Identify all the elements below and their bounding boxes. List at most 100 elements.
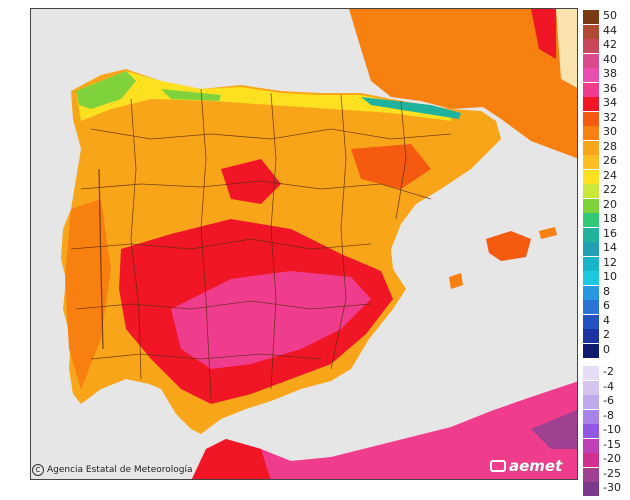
mallorca bbox=[486, 231, 531, 261]
legend-label: 40 bbox=[603, 52, 617, 66]
legend-entry: -25 bbox=[583, 467, 621, 482]
legend-label: 20 bbox=[603, 197, 617, 211]
temperature-map[interactable] bbox=[30, 8, 578, 480]
legend-label: -8 bbox=[603, 408, 614, 422]
legend-swatch bbox=[583, 39, 599, 53]
legend-entry: -2 bbox=[583, 366, 614, 380]
legend-swatch bbox=[583, 140, 599, 155]
legend-entry: 18 bbox=[583, 213, 617, 227]
atlas-dark bbox=[531, 409, 577, 449]
legend-swatch bbox=[583, 380, 599, 395]
legend-swatch bbox=[583, 366, 599, 380]
legend-label: -25 bbox=[603, 466, 621, 480]
legend-label: 28 bbox=[603, 139, 617, 153]
ibiza bbox=[449, 273, 463, 289]
legend-swatch bbox=[583, 10, 599, 24]
aemet-logo-icon bbox=[490, 460, 506, 472]
copyright-icon: C bbox=[32, 464, 44, 476]
legend-label: -15 bbox=[603, 437, 621, 451]
legend-entry: 2 bbox=[583, 329, 610, 343]
galicia-green bbox=[76, 71, 136, 109]
legend-swatch bbox=[583, 482, 599, 496]
legend-entry: 10 bbox=[583, 271, 617, 285]
legend-label: -6 bbox=[603, 394, 614, 407]
legend-entry: 14 bbox=[583, 242, 617, 256]
legend-entry: 28 bbox=[583, 140, 617, 155]
legend-swatch bbox=[583, 198, 599, 213]
legend-entry: 42 bbox=[583, 39, 617, 53]
legend-entry: 36 bbox=[583, 82, 617, 97]
legend-entry: 12 bbox=[583, 256, 617, 271]
legend-label: 16 bbox=[603, 226, 617, 240]
pyrenees-teal bbox=[361, 97, 461, 119]
credit-line: C Agencia Estatal de Meteorología bbox=[32, 464, 193, 476]
aemet-logo-text: aemet bbox=[509, 457, 563, 475]
legend-swatch bbox=[583, 467, 599, 482]
legend-swatch bbox=[583, 155, 599, 169]
legend-swatch bbox=[583, 126, 599, 140]
legend-label: -20 bbox=[603, 452, 621, 465]
legend-label: 2 bbox=[603, 328, 610, 341]
legend-swatch bbox=[583, 213, 599, 227]
legend-swatch bbox=[583, 68, 599, 82]
legend-swatch bbox=[583, 227, 599, 242]
legend-swatch bbox=[583, 169, 599, 184]
legend-swatch bbox=[583, 285, 599, 300]
legend-entry: 8 bbox=[583, 285, 610, 300]
legend-swatch bbox=[583, 329, 599, 343]
legend-swatch bbox=[583, 314, 599, 329]
legend-label: 30 bbox=[603, 125, 617, 138]
legend-swatch bbox=[583, 53, 599, 68]
legend-label: 14 bbox=[603, 241, 617, 254]
legend-swatch bbox=[583, 395, 599, 409]
legend-swatch bbox=[583, 453, 599, 467]
legend-label: 24 bbox=[603, 168, 617, 182]
legend-label: 34 bbox=[603, 96, 617, 109]
legend-swatch bbox=[583, 184, 599, 198]
legend-entry: 26 bbox=[583, 155, 617, 169]
france-hot-strip bbox=[531, 9, 556, 59]
legend-entry: -4 bbox=[583, 380, 614, 395]
north-africa-coast-hot bbox=[191, 439, 271, 479]
legend-label: 44 bbox=[603, 23, 617, 37]
legend-swatch bbox=[583, 271, 599, 285]
legend-label: 36 bbox=[603, 81, 617, 95]
legend-swatch bbox=[583, 256, 599, 271]
legend-entry: -30 bbox=[583, 482, 621, 496]
legend-entry: -8 bbox=[583, 409, 614, 424]
legend-swatch bbox=[583, 97, 599, 111]
legend-swatch bbox=[583, 300, 599, 314]
guadalquivir-very-hot bbox=[171, 271, 371, 369]
legend-entry: 40 bbox=[583, 53, 617, 68]
legend-entry: 38 bbox=[583, 68, 617, 82]
legend-entry: 24 bbox=[583, 169, 617, 184]
legend-swatch bbox=[583, 409, 599, 424]
legend-label: 22 bbox=[603, 183, 617, 196]
legend-entry: 20 bbox=[583, 198, 617, 213]
legend-label: 12 bbox=[603, 255, 617, 269]
legend-label: 0 bbox=[603, 342, 610, 356]
north-coast-mild bbox=[76, 71, 451, 121]
france-landmass bbox=[349, 9, 577, 159]
temperature-legend: 50 44 42 40 38 36 34 32 30 28 26 24 22 20 18 16 14 12 10 8 6… bbox=[583, 9, 623, 496]
legend-label: 42 bbox=[603, 38, 617, 51]
legend-label: -30 bbox=[603, 481, 621, 494]
legend-entry: 22 bbox=[583, 184, 617, 198]
legend-swatch bbox=[583, 24, 599, 39]
legend-label: 38 bbox=[603, 67, 617, 80]
legend-entry: -6 bbox=[583, 395, 614, 409]
legend-entry: 44 bbox=[583, 24, 617, 39]
legend-label: -10 bbox=[603, 423, 621, 436]
province-borders bbox=[70, 88, 452, 400]
legend-label: 6 bbox=[603, 299, 610, 312]
legend-label: 10 bbox=[603, 270, 617, 283]
menorca bbox=[539, 227, 557, 239]
france-yellow-edge bbox=[556, 9, 577, 88]
legend-entry: 0 bbox=[583, 343, 610, 358]
north-africa-landmass bbox=[191, 381, 577, 479]
legend-label: 50 bbox=[603, 9, 617, 22]
legend-entry: 34 bbox=[583, 97, 617, 111]
legend-label: 18 bbox=[603, 212, 617, 225]
legend-swatch bbox=[583, 242, 599, 256]
aemet-logo: aemet bbox=[490, 456, 578, 476]
